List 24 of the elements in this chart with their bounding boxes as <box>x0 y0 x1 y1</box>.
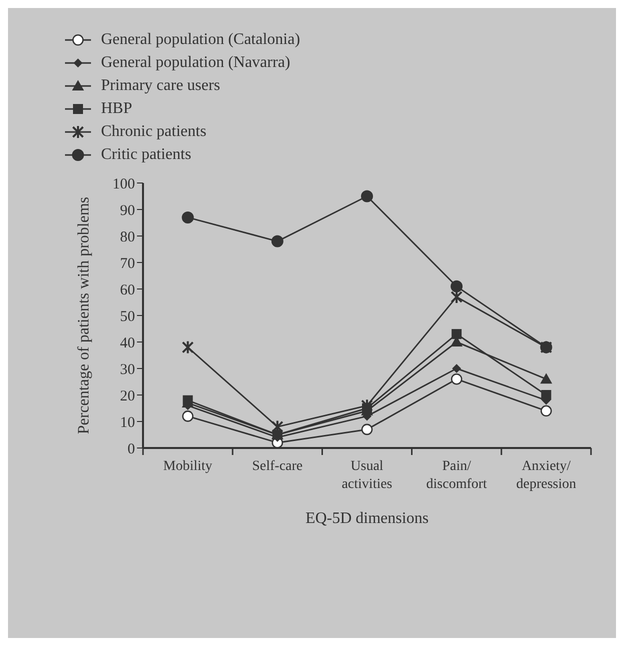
y-tick-label: 30 <box>120 362 135 378</box>
y-tick-label: 70 <box>120 256 135 272</box>
y-tick-label: 90 <box>120 202 135 219</box>
legend-label: Primary care users <box>101 76 220 94</box>
y-tick-label: 0 <box>128 441 135 458</box>
legend-label: General population (Catalonia) <box>101 30 300 48</box>
legend-label: Critic patients <box>101 146 192 164</box>
legend-label: HBP <box>101 100 132 118</box>
y-tick-label: 20 <box>120 388 135 404</box>
x-axis-title: EQ-5D dimensions <box>305 510 429 527</box>
x-tick-label: Anxiety/ depression <box>516 459 576 492</box>
x-tick-label: Mobility <box>163 459 212 474</box>
y-axis-title: Percentage of patients with problems <box>76 196 93 434</box>
y-tick-label: 50 <box>120 308 135 325</box>
y-tick-label: 10 <box>120 414 135 431</box>
y-tick-label: 80 <box>120 229 135 246</box>
x-tick-label: Self-care <box>252 459 303 474</box>
legend-label: Chronic patients <box>101 122 206 140</box>
x-tick-label: Pain/ discomfort <box>426 459 488 492</box>
legend-label: General population (Navarra) <box>101 54 290 72</box>
y-tick-label: 40 <box>120 335 135 352</box>
y-tick-label: 100 <box>112 176 135 192</box>
x-tick-label: Usual activities <box>342 459 392 492</box>
y-tick-label: 60 <box>120 282 135 298</box>
